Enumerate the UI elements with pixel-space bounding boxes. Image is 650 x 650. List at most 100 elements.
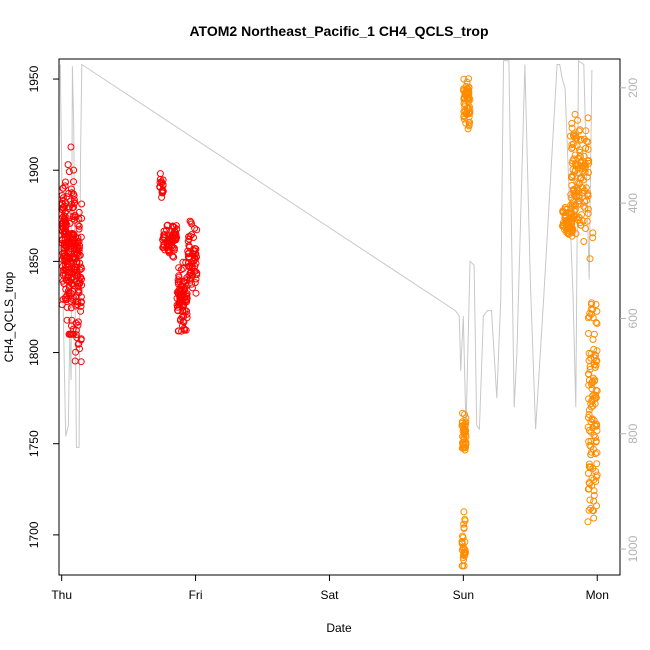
secondary-line-layer: [59, 59, 593, 448]
data-point-series-2: [458, 422, 466, 430]
data-point-series-1: [61, 216, 68, 224]
data-point-series-2: [584, 518, 592, 526]
data-point-series-1: [64, 161, 72, 169]
data-point-series-1: [75, 222, 83, 230]
data-point-series-2: [584, 157, 592, 165]
data-point-series-1: [71, 216, 79, 224]
data-point-series-2: [575, 127, 583, 135]
data-point-series-1: [178, 286, 186, 294]
data-point-series-2: [585, 426, 593, 434]
data-point-series-1: [174, 276, 182, 284]
data-point-series-1: [191, 279, 199, 287]
data-point-series-1: [64, 231, 72, 239]
data-point-series-1: [160, 243, 167, 251]
data-point-series-1: [63, 268, 71, 276]
data-point-series-2: [590, 391, 598, 399]
data-point-series-1: [72, 331, 80, 339]
y-axis: 1700 1750 1800 1850 1900 1950: [27, 65, 60, 548]
data-point-series-2: [462, 418, 470, 426]
data-point-series-1: [63, 316, 71, 324]
data-point-series-2: [593, 460, 601, 468]
data-point-series-1: [187, 269, 195, 276]
data-point-series-2: [460, 520, 468, 528]
data-point-series-2: [589, 336, 597, 343]
data-point-series-1: [164, 221, 172, 229]
data-point-series-2: [568, 224, 576, 232]
data-point-series-1: [75, 247, 83, 255]
data-point-series-2: [589, 392, 596, 400]
data-point-series-1: [61, 182, 69, 190]
data-point-series-1: [63, 295, 71, 303]
data-point-series-2: [585, 438, 593, 445]
data-point-series-1: [174, 306, 182, 314]
data-point-series-2: [586, 441, 594, 449]
data-point-series-1: [189, 284, 196, 292]
data-point-series-2: [592, 358, 600, 365]
data-point-series-2: [592, 478, 600, 485]
data-point-series-1: [65, 250, 73, 258]
data-point-series-2: [462, 110, 470, 118]
data-point-series-2: [568, 174, 575, 181]
plot-frame: [58, 58, 621, 576]
data-point-series-1: [72, 293, 80, 301]
data-point-series-2: [587, 437, 595, 445]
data-point-series-1: [173, 225, 181, 233]
data-point-series-1: [71, 357, 79, 365]
data-point-series-2: [581, 198, 589, 206]
data-point-series-1: [70, 178, 77, 186]
data-point-series-2: [568, 202, 576, 210]
data-point-series-1: [76, 280, 84, 287]
data-point-series-2: [459, 544, 467, 552]
data-point-series-2: [586, 496, 594, 504]
data-point-series-2: [572, 193, 580, 201]
data-point-series-1: [77, 302, 85, 310]
data-point-series-2: [466, 109, 474, 117]
data-point-series-2: [585, 506, 593, 514]
data-point-series-1: [77, 307, 85, 315]
data-point-series-2: [585, 463, 593, 471]
data-point-series-2: [465, 83, 473, 91]
data-point-series-1: [75, 238, 83, 246]
y2-tick-label: 600: [626, 308, 640, 328]
data-point-series-1: [169, 252, 177, 260]
data-point-series-1: [63, 292, 71, 299]
data-point-series-2: [581, 187, 588, 195]
data-point-series-2: [590, 491, 598, 499]
data-point-series-2: [460, 100, 468, 108]
data-point-series-2: [568, 124, 576, 132]
data-point-series-1: [67, 197, 74, 205]
data-point-series-1: [167, 235, 174, 243]
data-point-series-2: [571, 211, 579, 219]
data-point-series-1: [77, 299, 85, 307]
y-tick-label: 1950: [27, 65, 41, 92]
data-point-series-2: [576, 148, 584, 156]
data-point-series-1: [65, 168, 73, 176]
data-point-series-2: [585, 330, 592, 337]
data-point-series-1: [176, 278, 184, 286]
data-point-series-1: [179, 301, 187, 309]
data-point-series-1: [74, 318, 82, 326]
data-point-series-2: [592, 361, 600, 369]
data-point-series-2: [585, 357, 593, 364]
data-point-series-2: [589, 229, 597, 237]
y2-axis: 200 400 600 800 1000: [620, 77, 640, 562]
data-point-series-1: [68, 200, 76, 208]
data-point-series-1: [187, 218, 195, 226]
data-point-series-2: [585, 406, 593, 414]
data-point-series-2: [591, 434, 599, 441]
data-point-series-1: [179, 308, 187, 316]
data-point-series-2: [593, 320, 601, 327]
data-point-series-1: [74, 321, 82, 329]
data-point-series-2: [569, 157, 577, 165]
y-tick-label: 1750: [27, 430, 41, 457]
data-point-series-2: [589, 465, 597, 472]
data-point-series-2: [574, 161, 582, 169]
data-point-series-2: [571, 110, 579, 118]
data-point-series-1: [74, 340, 82, 348]
data-point-series-1: [63, 260, 71, 268]
data-point-series-1: [178, 291, 186, 298]
data-point-series-1: [67, 143, 75, 151]
data-point-series-2: [568, 145, 576, 152]
y-tick-label: 1700: [27, 521, 41, 548]
data-point-series-1: [160, 227, 168, 235]
